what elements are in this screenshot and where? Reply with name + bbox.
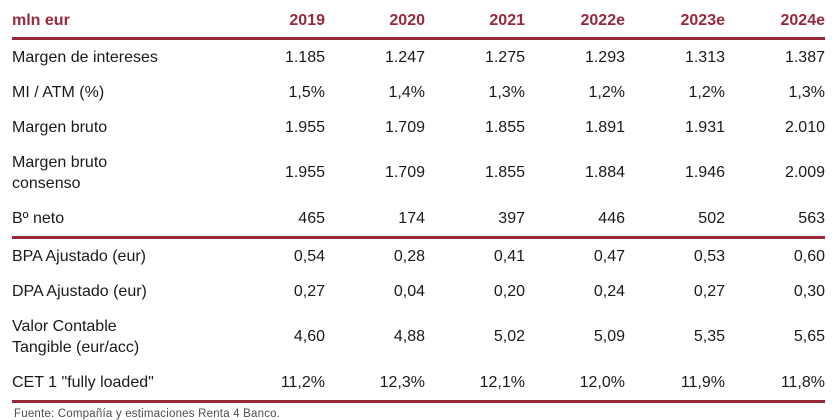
row-label: Margen bruto consenso <box>12 154 108 192</box>
cell-value: 0,27 <box>693 282 725 300</box>
year-column-header: 2019 <box>225 6 325 40</box>
cell-value: 1.387 <box>784 48 825 66</box>
cell-value: 1.931 <box>684 118 725 136</box>
cell-value: 1.946 <box>684 164 725 181</box>
year-column-header: 2024e <box>725 6 825 40</box>
cell-value: 1.247 <box>384 48 425 66</box>
row-label: CET 1 "fully loaded" <box>12 365 225 403</box>
cell-value: 4,88 <box>393 328 425 345</box>
row-label: DPA Ajustado (eur) <box>12 283 147 300</box>
year-column-header: 2023e <box>625 6 725 40</box>
cell-value: 12,0% <box>525 365 625 403</box>
table-row: Margen bruto 1.955 1.709 1.855 1.891 1.931 2.0… <box>12 110 825 145</box>
cell-value: 1.313 <box>684 48 725 66</box>
cell-value: 0,47 <box>593 247 625 265</box>
cell-value: 1,2% <box>688 83 725 101</box>
cell-value: 5,35 <box>693 328 725 345</box>
row-label: Margen bruto <box>12 119 108 136</box>
cell-value: 0,53 <box>693 247 725 265</box>
cell-value: 0,60 <box>793 247 825 265</box>
year-column-header: 2021 <box>425 6 525 40</box>
cell-value: 0,27 <box>293 282 325 300</box>
table-row: BPA Ajustado (eur) 0,54 0,28 0,41 0,47 0,53 0,… <box>12 238 825 275</box>
cell-value: 1.884 <box>584 164 625 181</box>
year-column-header: 2020 <box>325 6 425 40</box>
cell-value: 1.275 <box>484 48 525 66</box>
row-label: Margen de intereses <box>12 49 158 66</box>
source-note: Fuente: Compañía y estimaciones Renta 4 … <box>14 408 281 420</box>
cell-value: 1.293 <box>584 48 625 66</box>
cell-value: 1.955 <box>284 118 325 136</box>
cell-value: 0,04 <box>393 282 425 300</box>
table-row: CET 1 "fully loaded" 11,2% 12,3% 12,1% 12,0%… <box>12 365 825 403</box>
cell-value: 1,3% <box>788 83 825 101</box>
cell-value: 1.709 <box>384 164 425 181</box>
cell-value: 1,3% <box>488 83 525 101</box>
row-label: MI / ATM (%) <box>12 84 105 101</box>
cell-value: 0,28 <box>393 247 425 265</box>
row-label: Bº neto <box>12 201 225 239</box>
table-row: Valor Contable Tangible (eur/acc) 4,60 4,8… <box>12 309 825 365</box>
cell-value: 0,30 <box>793 282 825 300</box>
table-body: Margen de intereses 1.185 1.247 1.275 1.293 1… <box>12 39 825 403</box>
cell-value: 397 <box>425 201 525 239</box>
table-row: Bº neto 465 174 397 446 502 563 <box>12 201 825 239</box>
table-row: DPA Ajustado (eur) 0,27 0,04 0,20 0,24 0,27 0,… <box>12 274 825 309</box>
unit-label: mln eur <box>12 6 225 40</box>
cell-value: 1,2% <box>588 83 625 101</box>
table-row: MI / ATM (%) 1,5% 1,4% 1,3% 1,2% 1,2% 1,3% <box>12 75 825 110</box>
cell-value: 0,54 <box>293 247 325 265</box>
cell-value: 465 <box>225 201 325 239</box>
cell-value: 12,3% <box>325 365 425 403</box>
cell-value: 1.955 <box>284 164 325 181</box>
cell-value: 2.009 <box>784 164 825 181</box>
cell-value: 502 <box>625 201 725 239</box>
row-label: Valor Contable Tangible (eur/acc) <box>12 318 140 356</box>
header-row: mln eur 2019 2020 2021 2022e 2023e 2024e <box>12 6 825 40</box>
cell-value: 12,1% <box>425 365 525 403</box>
cell-value: 446 <box>525 201 625 239</box>
cell-value: 0,24 <box>593 282 625 300</box>
cell-value: 11,9% <box>625 365 725 403</box>
cell-value: 1.891 <box>584 118 625 136</box>
cell-value: 1,5% <box>288 83 325 101</box>
cell-value: 2.010 <box>784 118 825 136</box>
cell-value: 1.855 <box>484 164 525 181</box>
cell-value: 174 <box>325 201 425 239</box>
cell-value: 0,20 <box>493 282 525 300</box>
table-row: Margen de intereses 1.185 1.247 1.275 1.293 1… <box>12 39 825 76</box>
cell-value: 1.185 <box>284 48 325 66</box>
cell-value: 4,60 <box>293 328 325 345</box>
financials-table: mln eur 2019 2020 2021 2022e 2023e 2024e Marg… <box>12 6 825 403</box>
cell-value: 1.855 <box>484 118 525 136</box>
cell-value: 5,65 <box>793 328 825 345</box>
cell-value: 563 <box>725 201 825 239</box>
cell-value: 1,4% <box>388 83 425 101</box>
year-column-header: 2022e <box>525 6 625 40</box>
cell-value: 11,2% <box>225 365 325 403</box>
row-label: BPA Ajustado (eur) <box>12 248 146 265</box>
cell-value: 5,02 <box>493 328 525 345</box>
cell-value: 5,09 <box>593 328 625 345</box>
cell-value: 0,41 <box>493 247 525 265</box>
table-row: Margen bruto consenso 1.955 1.709 1.855 1.88… <box>12 145 825 201</box>
cell-value: 1.709 <box>384 118 425 136</box>
cell-value: 11,8% <box>725 365 825 403</box>
